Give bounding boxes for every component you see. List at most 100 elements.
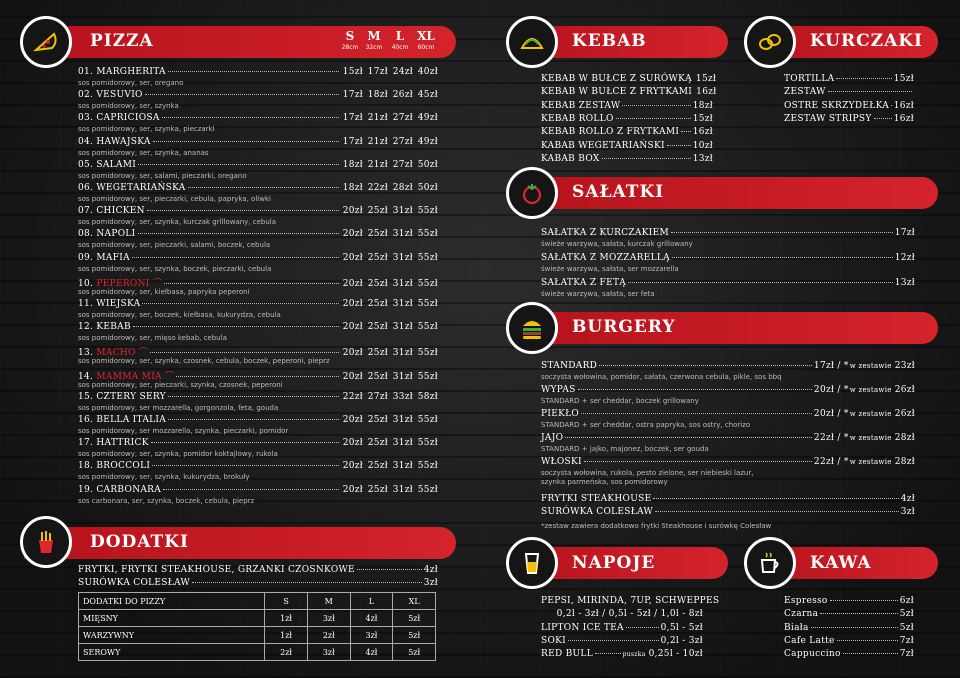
pizza-price: 17zł — [342, 90, 363, 101]
salatka-price: 13zł — [894, 278, 915, 288]
burger-row: WŁOSKI 22zł / * w zestawie 28zł — [541, 457, 915, 467]
pizza-price: 21zł — [367, 159, 388, 170]
pizza-name: 01. MARGHERITA — [78, 67, 166, 77]
burger-zestaw-price: 28zł — [894, 433, 915, 443]
kurczaki-title: KURCZAKI — [810, 31, 923, 51]
pizza-desc: sos pomidorowy, ser, szynka, pieczarki — [78, 125, 215, 134]
burger-name: WŁOSKI — [541, 457, 582, 467]
burger-zestaw-price: 28zł — [894, 457, 915, 467]
pizza-price: 31zł — [392, 415, 413, 425]
table-cell: MIĘSNY — [77, 609, 266, 627]
kurczaki-name: ZESTAW — [784, 87, 826, 98]
kebab-row: KABAB BOX 13zł — [541, 154, 713, 164]
pizza-price: 25zł — [367, 348, 388, 359]
extra-price: 3zł — [900, 507, 915, 517]
dot-leader — [187, 187, 339, 188]
burger-zestaw-label: w zestawie — [849, 386, 892, 394]
table-row: MIĘSNY 1zł 3zł 4zł 5zł — [77, 609, 436, 627]
pizza-price: 50zł — [417, 159, 438, 170]
pizza-hot-name: PEPERONI — [96, 278, 150, 289]
pizza-price: 20zł — [342, 322, 363, 333]
pizza-price: 55zł — [417, 438, 438, 449]
dot-leader — [356, 569, 422, 570]
kawa-name: Cappuccino — [784, 649, 841, 660]
kebab-row: KABAB WEGETARIAŃSKI 10zł — [541, 141, 713, 151]
pizza-row: 10. PEPERONI ⌒ 20zł 25zł 31zł 55zł — [78, 276, 438, 289]
napoj-price: 0,2l - 3zł — [660, 635, 703, 646]
kurczaki-name: OSTRE SKRZYDEŁKA — [784, 100, 890, 111]
kebab-price: 15zł — [695, 74, 717, 84]
burger-name: JAJO — [541, 433, 564, 443]
pizza-price: 55zł — [417, 461, 438, 472]
pizza-price: 49zł — [417, 136, 438, 147]
dot-leader — [671, 232, 893, 233]
pizza-row: 14. MAMMA MIA ⌒ 20zł 25zł 31zł 55zł — [78, 369, 438, 382]
dot-leader — [653, 498, 899, 499]
pizza-price: 20zł — [342, 252, 363, 263]
kurczaki-price: 15zł — [893, 74, 914, 84]
salatka-desc: świeże warzywa, sałata, ser feta — [541, 290, 655, 298]
dot-leader — [161, 117, 339, 119]
kebab-name: KEBAB ROLLO Z FRYTKAMI — [541, 127, 680, 138]
pizza-desc: sos pomidorowy, ser, pieczarki, cebula, … — [78, 195, 271, 203]
pizza-price: 55zł — [417, 322, 438, 333]
table-cell: 5zł — [392, 626, 436, 644]
size-cm: 32cm — [365, 44, 383, 51]
dot-leader — [820, 613, 898, 615]
dot-leader — [167, 71, 339, 72]
pizza-price: 17zł — [342, 136, 363, 147]
pizza-name: 14. MAMMA MIA ⌒ — [78, 369, 174, 382]
drink-glass-icon — [506, 537, 558, 589]
pizza-price: 27zł — [367, 391, 388, 402]
dot-leader — [138, 163, 339, 165]
burger-row: JAJO 22zł / * w zestawie 28zł — [541, 433, 915, 443]
burger-name: PIEKŁO — [541, 409, 580, 419]
table-cell: 3zł — [349, 626, 394, 644]
pizza-price: 18zł — [342, 183, 363, 193]
kurczaki-price: 16zł — [893, 100, 914, 111]
dot-leader — [152, 465, 339, 467]
kebab-name: KEBAB ZESTAW — [541, 100, 621, 111]
dot-leader — [577, 389, 812, 390]
dot-leader — [891, 104, 892, 106]
kebab-name: KABAB BOX — [541, 153, 600, 164]
dot-leader — [152, 140, 339, 142]
pizza-desc: sos pomidorowy, ser mozzarella, szynka, … — [78, 427, 289, 435]
dot-leader — [150, 442, 339, 444]
pizza-hot-name: MAMMA MIA — [96, 371, 162, 382]
pizza-price: 45zł — [417, 90, 438, 101]
dot-leader — [601, 157, 691, 159]
dot-leader — [565, 437, 812, 438]
napoj-name: LIPTON ICE TEA — [541, 622, 624, 633]
burger-desc: soczysta wołowina, rukola, pesto zielone… — [541, 469, 754, 477]
size-cm: 40cm — [391, 44, 409, 51]
napoj-row: RED BULL puszka 0,25l - 10zł — [541, 649, 703, 659]
pizza-price: 20zł — [342, 299, 363, 309]
pizza-price: 55zł — [417, 299, 438, 309]
pizza-price: 25zł — [367, 278, 388, 289]
pizza-name: 13. MACHO ⌒ — [78, 345, 148, 358]
pizza-price: 55zł — [417, 278, 438, 289]
pizza-price: 18zł — [342, 159, 363, 170]
burger-zestaw-price: 26zł — [894, 409, 915, 419]
napoj-price: 0,25l - 10zł — [648, 649, 703, 660]
dot-leader — [137, 233, 339, 235]
pizza-price: 31zł — [392, 322, 413, 333]
dodatki-price: 3zł — [423, 577, 438, 588]
pizza-row: 16. BELLA ITALIA 20zł 25zł 31zł 55zł — [78, 415, 438, 425]
kebab-price: 10zł — [692, 140, 713, 151]
dot-leader — [192, 581, 422, 583]
table-cell: 5zł — [392, 609, 436, 627]
pizza-desc: sos pomidorowy, ser, oregano — [78, 79, 184, 87]
pizza-row: 11. WIEJSKA 20zł 25zł 31zł 55zł — [78, 299, 438, 309]
pizza-row: 15. CZTERY SERY 22zł 27zł 33zł 58zł — [78, 392, 438, 402]
pizza-name: 19. CARBONARA — [78, 484, 162, 495]
pizza-price: 20zł — [342, 206, 363, 217]
pizza-price: 20zł — [342, 415, 363, 425]
salatka-name: SAŁATKA Z KURCZAKIEM — [541, 228, 669, 238]
pizza-desc: sos pomidorowy, ser, szynka — [78, 102, 179, 111]
pizza-price: 55zł — [417, 484, 438, 495]
pizza-price: 20zł — [342, 438, 363, 449]
pizza-row: 02. VESUVIO 17zł 18zł 26zł 45zł — [78, 90, 438, 100]
dot-leader — [150, 352, 339, 354]
